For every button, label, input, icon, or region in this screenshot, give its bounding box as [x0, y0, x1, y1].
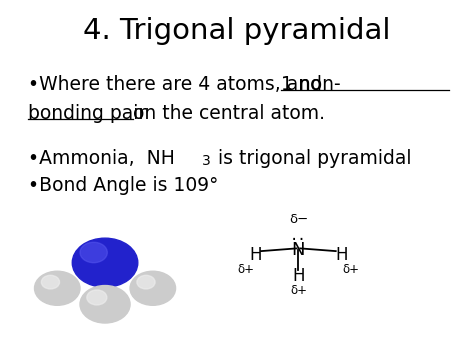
- Circle shape: [35, 271, 80, 305]
- Text: H: H: [249, 246, 262, 264]
- Text: bonding pair: bonding pair: [27, 104, 152, 123]
- Text: on the central atom.: on the central atom.: [133, 104, 325, 123]
- Text: δ+: δ+: [290, 284, 307, 297]
- Text: ..: ..: [290, 229, 307, 242]
- Text: H: H: [336, 246, 348, 264]
- Circle shape: [41, 275, 60, 289]
- Text: •Bond Angle is 109°: •Bond Angle is 109°: [27, 176, 218, 195]
- Circle shape: [130, 271, 175, 305]
- Text: H: H: [292, 267, 305, 285]
- Circle shape: [137, 275, 155, 289]
- Circle shape: [80, 285, 130, 323]
- Text: •Ammonia,  NH: •Ammonia, NH: [27, 148, 174, 168]
- Text: N: N: [292, 241, 305, 258]
- Text: 3: 3: [202, 154, 211, 168]
- Circle shape: [80, 242, 107, 263]
- Text: •Where there are 4 atoms, and: •Where there are 4 atoms, and: [27, 75, 328, 94]
- Text: 1 non-: 1 non-: [281, 75, 340, 94]
- Text: 4. Trigonal pyramidal: 4. Trigonal pyramidal: [83, 17, 391, 45]
- Text: δ+: δ+: [237, 263, 255, 276]
- Text: δ+: δ+: [342, 263, 359, 276]
- Text: δ−: δ−: [289, 213, 308, 226]
- Circle shape: [72, 238, 138, 287]
- Circle shape: [87, 290, 107, 305]
- Text: is trigonal pyramidal: is trigonal pyramidal: [212, 148, 411, 168]
